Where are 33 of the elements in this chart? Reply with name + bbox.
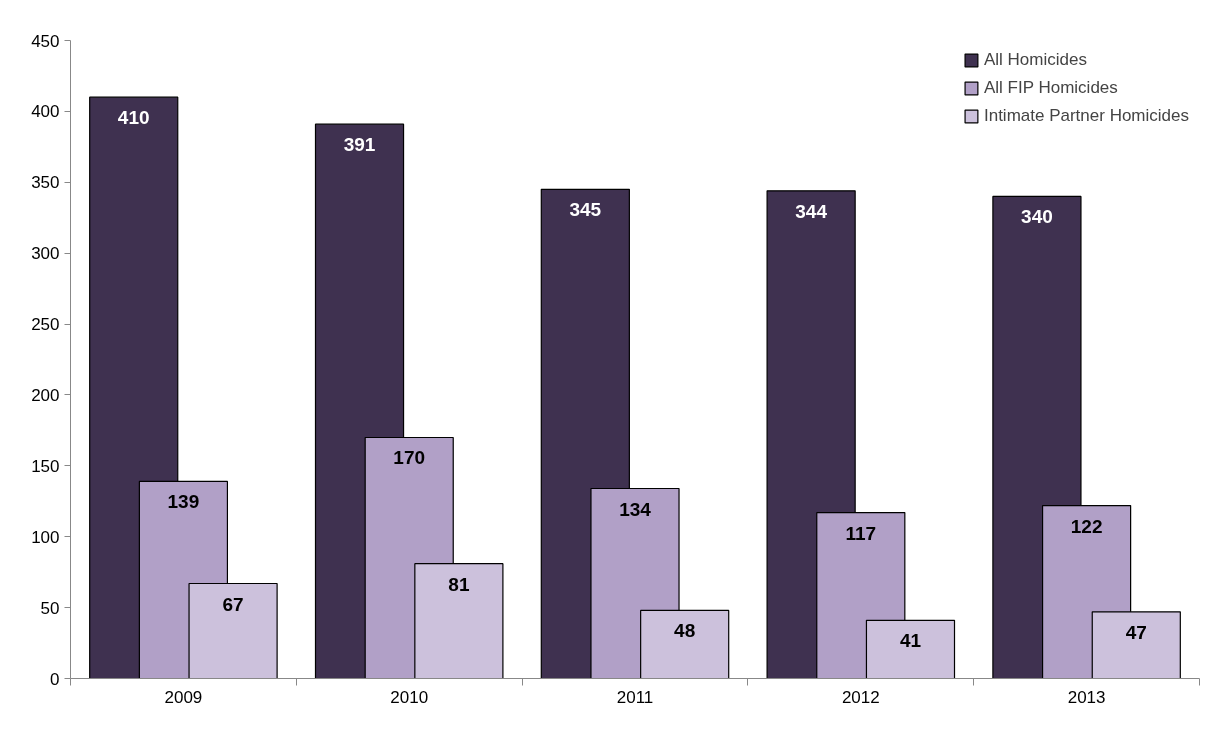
data-label: 340	[1021, 206, 1053, 228]
data-label: 47	[1125, 621, 1147, 643]
y-tick-label: 100	[31, 527, 60, 547]
data-label: 134	[619, 498, 652, 520]
x-tick-label: 2011	[616, 687, 654, 707]
x-tick-label: 2009	[164, 687, 203, 707]
y-tick-label: 400	[31, 102, 60, 122]
y-tick-label: 450	[31, 31, 60, 51]
data-label: 344	[795, 200, 828, 222]
legend-label: All FIP Homicides	[983, 78, 1118, 98]
legend-label: All Homicides	[983, 50, 1087, 70]
data-label: 48	[674, 620, 696, 642]
legend-label: Intimate Partner Homicides	[983, 106, 1189, 126]
x-tick-label: 2012	[841, 687, 880, 707]
y-tick-label: 0	[50, 669, 60, 689]
data-label: 139	[167, 491, 200, 513]
data-label: 117	[845, 522, 877, 544]
y-tick-label: 200	[31, 385, 60, 405]
x-tick-label: 2013	[1067, 687, 1106, 707]
data-label: 391	[343, 134, 376, 156]
data-label: 41	[899, 630, 922, 652]
y-tick-label: 50	[40, 598, 60, 618]
y-tick-label: 300	[31, 244, 60, 264]
data-label: 170	[393, 447, 426, 469]
y-tick-label: 250	[31, 315, 60, 335]
data-label: 345	[569, 199, 602, 221]
y-tick-label: 350	[31, 173, 60, 193]
x-tick-label: 2010	[390, 687, 429, 707]
y-tick-label: 150	[31, 456, 60, 476]
data-label: 81	[448, 573, 470, 595]
data-label: 67	[222, 593, 244, 615]
data-label: 410	[117, 107, 150, 129]
data-label: 122	[1070, 515, 1103, 537]
